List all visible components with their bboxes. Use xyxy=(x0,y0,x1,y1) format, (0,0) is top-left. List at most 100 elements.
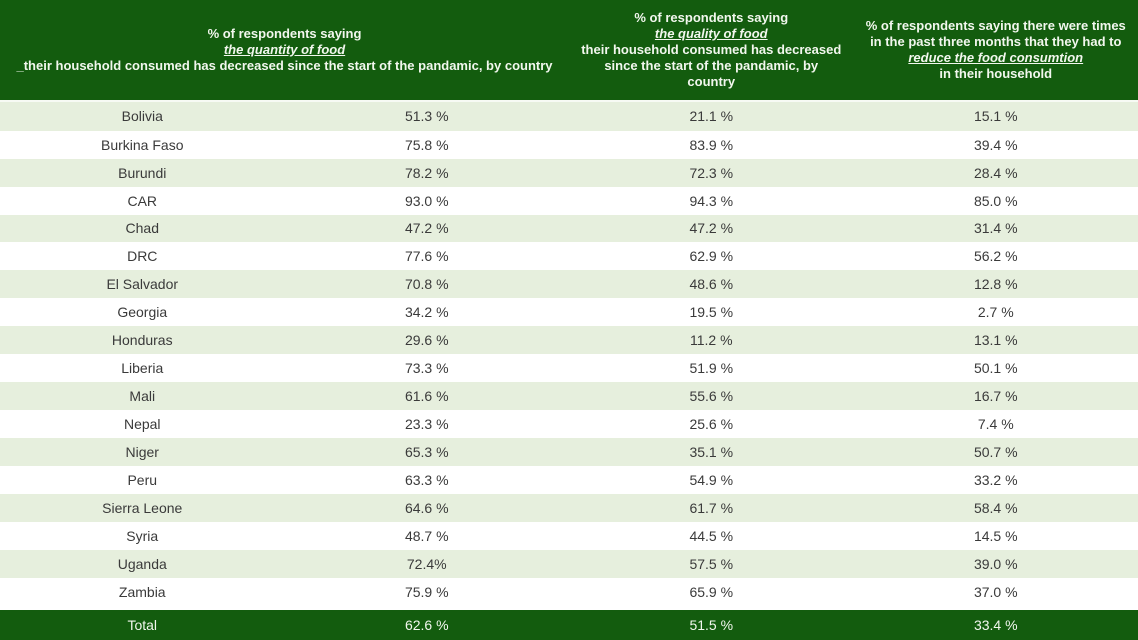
reduce-value-cell: 50.7 % xyxy=(853,438,1138,466)
country-cell: Honduras xyxy=(0,326,285,355)
country-cell: Georgia xyxy=(0,298,285,327)
quantity-value-cell: 64.6 % xyxy=(284,493,569,522)
reduce-value-cell: 39.0 % xyxy=(853,549,1138,578)
table-row: Liberia 73.3 % 51.9 % 50.1 % xyxy=(0,354,1138,383)
reduce-value-cell: 37.0 % xyxy=(853,577,1138,609)
header-reduce-post: in their household xyxy=(939,66,1053,81)
header-quantity-of-food: % of respondents saying the quantity of … xyxy=(0,0,569,101)
country-cell: Burkina Faso xyxy=(0,130,285,159)
country-cell: Zambia xyxy=(0,577,285,609)
quality-value-cell: 44.5 % xyxy=(569,521,854,550)
reduce-value-cell: 50.1 % xyxy=(853,354,1138,383)
table-row: Nepal 23.3 % 25.6 % 7.4 % xyxy=(0,410,1138,438)
quantity-value-cell: 29.6 % xyxy=(284,326,569,355)
quality-value-cell: 21.1 % xyxy=(569,100,854,131)
header-quality-pre: % of respondents saying xyxy=(634,10,789,25)
table-row: DRC 77.6 % 62.9 % 56.2 % xyxy=(0,242,1138,271)
reduce-value-cell: 16.7 % xyxy=(853,382,1138,411)
country-cell: Peru xyxy=(0,465,285,494)
quality-value-cell: 25.6 % xyxy=(569,410,854,438)
total-label: Total xyxy=(0,607,285,640)
quality-value-cell: 94.3 % xyxy=(569,186,854,215)
quality-value-cell: 47.2 % xyxy=(569,214,854,243)
quality-value-cell: 11.2 % xyxy=(569,326,854,355)
quantity-value-cell: 23.3 % xyxy=(284,410,569,438)
reduce-value-cell: 14.5 % xyxy=(853,521,1138,550)
reduce-value-cell: 15.1 % xyxy=(853,100,1138,131)
country-cell: Mali xyxy=(0,382,285,411)
quantity-value-cell: 93.0 % xyxy=(284,186,569,215)
total-quantity-value: 62.6 % xyxy=(284,607,569,640)
country-cell: Burundi xyxy=(0,158,285,187)
table-row: Burundi 78.2 % 72.3 % 28.4 % xyxy=(0,158,1138,187)
table-row: Chad 47.2 % 47.2 % 31.4 % xyxy=(0,214,1138,243)
table-row: Mali 61.6 % 55.6 % 16.7 % xyxy=(0,382,1138,411)
quality-value-cell: 55.6 % xyxy=(569,382,854,411)
country-cell: CAR xyxy=(0,186,285,215)
country-cell: DRC xyxy=(0,242,285,271)
reduce-value-cell: 33.2 % xyxy=(853,465,1138,494)
header-quality-emphasis: the quality of food xyxy=(654,26,768,41)
quality-value-cell: 54.9 % xyxy=(569,465,854,494)
header-reduce-emphasis: reduce the food consumtion xyxy=(908,50,1084,65)
country-cell: El Salvador xyxy=(0,270,285,299)
table-body: Bolivia 51.3 % 21.1 % 15.1 % Burkina Fas… xyxy=(0,100,1138,609)
table-row: Burkina Faso 75.8 % 83.9 % 39.4 % xyxy=(0,130,1138,159)
table-row: Zambia 75.9 % 65.9 % 37.0 % xyxy=(0,577,1138,609)
quantity-value-cell: 34.2 % xyxy=(284,298,569,327)
reduce-value-cell: 39.4 % xyxy=(853,130,1138,159)
reduce-value-cell: 7.4 % xyxy=(853,410,1138,438)
quantity-value-cell: 70.8 % xyxy=(284,270,569,299)
quality-value-cell: 57.5 % xyxy=(569,549,854,578)
quantity-value-cell: 73.3 % xyxy=(284,354,569,383)
header-reduce-consumption: % of respondents saying there were times… xyxy=(853,0,1138,101)
quantity-value-cell: 51.3 % xyxy=(284,100,569,131)
quantity-value-cell: 77.6 % xyxy=(284,242,569,271)
quality-value-cell: 19.5 % xyxy=(569,298,854,327)
reduce-value-cell: 28.4 % xyxy=(853,158,1138,187)
header-quantity-post: _their household consumed has decreased … xyxy=(16,58,553,73)
reduce-value-cell: 13.1 % xyxy=(853,326,1138,355)
reduce-value-cell: 58.4 % xyxy=(853,493,1138,522)
header-row: % of respondents saying the quantity of … xyxy=(0,0,1138,101)
country-cell: Bolivia xyxy=(0,100,285,131)
quality-value-cell: 83.9 % xyxy=(569,130,854,159)
quantity-value-cell: 47.2 % xyxy=(284,214,569,243)
quantity-value-cell: 72.4% xyxy=(284,549,569,578)
table-row: El Salvador 70.8 % 48.6 % 12.8 % xyxy=(0,270,1138,299)
reduce-value-cell: 12.8 % xyxy=(853,270,1138,299)
header-quality-of-food: % of respondents saying the quality of f… xyxy=(569,0,854,101)
quantity-value-cell: 75.9 % xyxy=(284,577,569,609)
table-row: Georgia 34.2 % 19.5 % 2.7 % xyxy=(0,298,1138,327)
quality-value-cell: 48.6 % xyxy=(569,270,854,299)
quantity-value-cell: 63.3 % xyxy=(284,465,569,494)
quantity-value-cell: 75.8 % xyxy=(284,130,569,159)
reduce-value-cell: 85.0 % xyxy=(853,186,1138,215)
table-row: Honduras 29.6 % 11.2 % 13.1 % xyxy=(0,326,1138,355)
table-row: Sierra Leone 64.6 % 61.7 % 58.4 % xyxy=(0,493,1138,522)
country-cell: Chad xyxy=(0,214,285,243)
quantity-value-cell: 78.2 % xyxy=(284,158,569,187)
quantity-value-cell: 61.6 % xyxy=(284,382,569,411)
quantity-value-cell: 65.3 % xyxy=(284,438,569,466)
table-row: Niger 65.3 % 35.1 % 50.7 % xyxy=(0,438,1138,466)
quality-value-cell: 65.9 % xyxy=(569,577,854,609)
quality-value-cell: 35.1 % xyxy=(569,438,854,466)
total-row: Total 62.6 % 51.5 % 33.4 % xyxy=(0,607,1138,640)
reduce-value-cell: 2.7 % xyxy=(853,298,1138,327)
country-cell: Niger xyxy=(0,438,285,466)
country-cell: Syria xyxy=(0,521,285,550)
total-reduce-value: 33.4 % xyxy=(853,607,1138,640)
total-quality-value: 51.5 % xyxy=(569,607,854,640)
quality-value-cell: 72.3 % xyxy=(569,158,854,187)
header-reduce-pre: % of respondents saying there were times… xyxy=(865,18,1126,49)
header-quantity-pre: % of respondents saying xyxy=(207,26,362,41)
header-quantity-emphasis: the quantity of food xyxy=(223,42,346,57)
country-cell: Sierra Leone xyxy=(0,493,285,522)
table-row: Uganda 72.4% 57.5 % 39.0 % xyxy=(0,549,1138,578)
quantity-value-cell: 48.7 % xyxy=(284,521,569,550)
table-row: Bolivia 51.3 % 21.1 % 15.1 % xyxy=(0,100,1138,131)
table-row: Peru 63.3 % 54.9 % 33.2 % xyxy=(0,465,1138,494)
reduce-value-cell: 31.4 % xyxy=(853,214,1138,243)
reduce-value-cell: 56.2 % xyxy=(853,242,1138,271)
